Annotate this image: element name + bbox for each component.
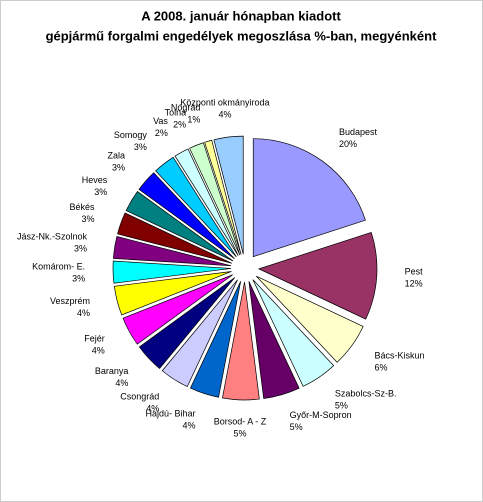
slice-value: 4% [183, 421, 196, 431]
pie-slice [222, 281, 260, 401]
slice-value: 12% [405, 278, 423, 288]
pie-slice [125, 191, 234, 262]
slice-label: Budapest [339, 127, 378, 137]
slice-value: 5% [233, 428, 246, 438]
slice-label: Heves [82, 175, 108, 185]
pie-slice [248, 281, 300, 399]
slice-value: 3% [94, 187, 107, 197]
slice-value: 4% [115, 378, 128, 388]
slice-value: 4% [92, 345, 105, 355]
slice-value: 3% [81, 214, 94, 224]
chart-title: gépjármű forgalmi engedélyek megoszlása … [46, 28, 438, 43]
pie-slice [174, 148, 239, 256]
slice-value: 4% [77, 308, 90, 318]
slice-value: 4% [146, 403, 159, 413]
slice-label: Szabolcs-Sz-B. [335, 389, 397, 399]
pie-slice [189, 142, 241, 256]
slice-label: Pest [405, 266, 424, 276]
slice-label: Fejér [84, 333, 105, 343]
slice-value: 3% [134, 142, 147, 152]
pie-slice [155, 156, 237, 258]
pie-slice [252, 138, 366, 258]
slice-value: 4% [218, 110, 231, 120]
slice-label: Bács-Kiskun [374, 350, 424, 360]
slice-value: 2% [173, 120, 186, 130]
slice-label: Békés [69, 202, 95, 212]
slice-value: 3% [112, 163, 125, 173]
pie-slice [252, 279, 335, 387]
slice-value: 6% [374, 362, 387, 372]
slice-label: Csongrád [120, 391, 159, 401]
pie-slice [112, 260, 232, 284]
slice-label: Jász-Nk.-Szolnok [17, 231, 88, 241]
slice-label: Győr-M-Sopron [290, 410, 352, 420]
slice-label: Veszprém [50, 296, 90, 306]
slice-label: Hajdú- Bihar [146, 409, 196, 419]
slice-label: Borsod- A - Z [214, 416, 267, 426]
slice-label: Vas [153, 116, 168, 126]
pie-slice [204, 139, 242, 255]
slice-value: 20% [339, 139, 357, 149]
pie-slice [117, 212, 232, 264]
slice-value: 3% [72, 273, 85, 283]
slice-value: 3% [74, 243, 87, 253]
slice-label: Központi okmányiroda [180, 98, 269, 108]
pie-slice [122, 274, 233, 345]
pie-slice [258, 231, 378, 320]
slice-label: Somogy [114, 130, 148, 140]
pie-slice [138, 277, 236, 369]
pie-slice [138, 172, 235, 260]
slice-value: 5% [335, 401, 348, 411]
pie-slice [113, 236, 232, 267]
slice-label: Zala [107, 151, 125, 161]
pie-slice [161, 279, 238, 388]
chart-title: A 2008. január hónapban kiadott [141, 8, 341, 23]
pie-slice [256, 275, 364, 363]
slice-label: Komárom- E. [32, 261, 85, 271]
pie-slice [189, 281, 242, 398]
pie-slice [213, 135, 244, 255]
slice-value: 2% [155, 128, 168, 138]
pie-slice [113, 271, 232, 316]
slice-label: Tolna [165, 108, 187, 118]
slice-value: 5% [290, 422, 303, 432]
slice-label: Baranya [95, 366, 129, 376]
slice-value: 1% [187, 115, 200, 125]
slice-label: Nógrád [171, 103, 201, 113]
